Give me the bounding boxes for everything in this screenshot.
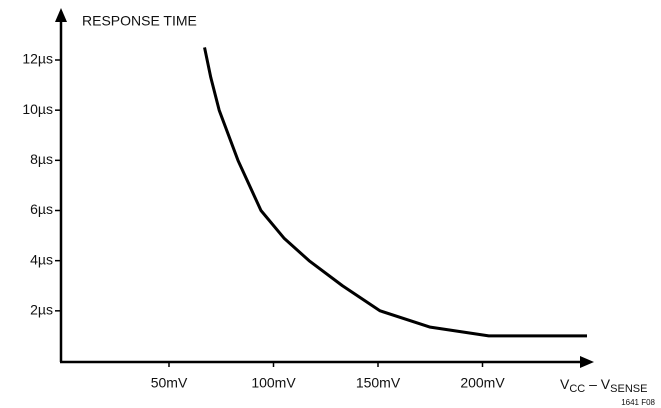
x-label-part: SENSE <box>610 383 647 395</box>
x-axis-label: VCC – VSENSE <box>560 376 647 395</box>
y-axis-label: RESPONSE TIME <box>82 13 197 29</box>
y-tick-label: 12µs <box>22 51 53 67</box>
x-label-part: CC <box>569 383 585 395</box>
x-tick-label: 50mV <box>151 375 188 391</box>
x-tick-label: 150mV <box>356 375 401 391</box>
y-tick-label: 10µs <box>22 101 53 117</box>
curve <box>203 47 587 338</box>
figure-note: 1641 F08 <box>621 398 655 407</box>
y-tick-label: 8µs <box>30 151 53 167</box>
x-label-part: – V <box>585 376 611 392</box>
x-tick-label: 200mV <box>460 375 505 391</box>
y-axis-arrow <box>55 8 67 22</box>
y-tick-label: 2µs <box>30 302 53 318</box>
x-label-part: V <box>560 376 570 392</box>
x-axis-arrow <box>580 356 594 368</box>
x-tick-label: 100mV <box>251 375 296 391</box>
y-tick-label: 4µs <box>30 251 53 267</box>
y-tick-label: 6µs <box>30 201 53 217</box>
